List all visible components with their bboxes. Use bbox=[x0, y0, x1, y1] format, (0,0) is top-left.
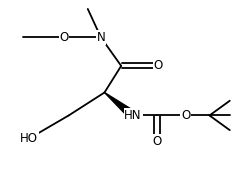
Text: N: N bbox=[96, 31, 105, 44]
Text: HO: HO bbox=[20, 132, 38, 145]
Text: O: O bbox=[154, 59, 163, 72]
Text: HN: HN bbox=[124, 109, 142, 122]
Text: O: O bbox=[181, 109, 190, 122]
Text: O: O bbox=[152, 135, 162, 148]
Polygon shape bbox=[104, 92, 137, 118]
Text: O: O bbox=[59, 31, 69, 44]
